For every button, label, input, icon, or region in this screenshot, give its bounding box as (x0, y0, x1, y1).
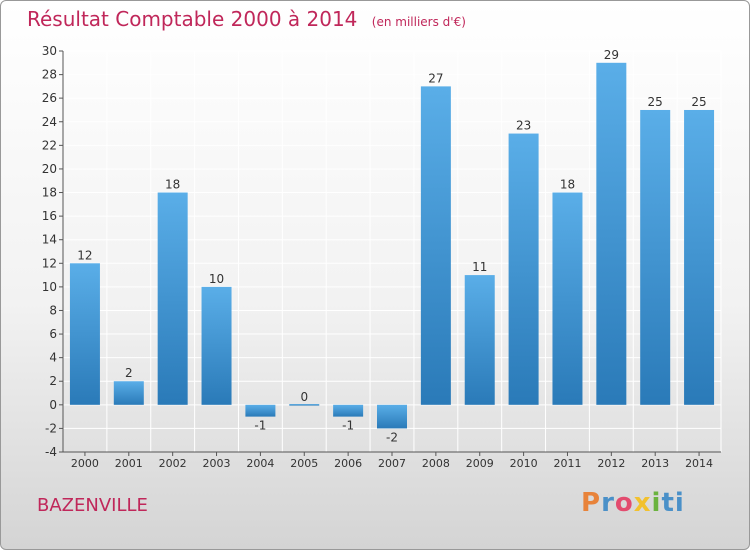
y-tick-label: -2 (45, 421, 57, 435)
bar-2011 (552, 192, 583, 405)
data-label: 27 (428, 71, 443, 85)
bars (69, 62, 715, 429)
bar-2009 (464, 275, 495, 405)
chart-title: Résultat Comptable 2000 à 2014 (en milli… (27, 7, 466, 31)
x-tick-label: 2006 (334, 457, 362, 470)
x-tick-label: 2004 (246, 457, 274, 470)
x-tick-label: 2007 (378, 457, 406, 470)
bar-2007 (377, 404, 407, 429)
y-tick-label: 16 (42, 209, 57, 223)
bar-2002 (157, 192, 188, 405)
y-tick-label: 12 (42, 256, 57, 270)
y-tick-label: 0 (49, 398, 57, 412)
x-tick-label: 2013 (641, 457, 669, 470)
data-label: 18 (560, 178, 575, 192)
y-tick-label: 20 (42, 162, 57, 176)
bar-2013 (640, 109, 671, 405)
y-tick-label: 6 (49, 327, 57, 341)
x-tick-label: 2014 (685, 457, 713, 470)
data-label: 11 (472, 260, 487, 274)
logo-letter: o (614, 488, 634, 518)
bar-2003 (201, 286, 232, 405)
data-label: -1 (254, 419, 266, 433)
unit-text: (en milliers d'€) (371, 15, 466, 29)
bar-2006 (333, 404, 364, 417)
x-tick-label: 2009 (466, 457, 494, 470)
logo-letter: i (651, 488, 662, 518)
bar-2008 (420, 86, 451, 405)
y-tick-label: 4 (49, 351, 57, 365)
x-tick-label: 2005 (290, 457, 318, 470)
data-label: -2 (386, 430, 398, 444)
y-tick-label: 28 (42, 68, 57, 82)
data-label: 29 (604, 48, 619, 62)
bar-2012 (596, 62, 627, 405)
data-label: 18 (165, 178, 180, 192)
data-label: 0 (300, 390, 308, 404)
bar-2014 (684, 109, 715, 405)
bar-2004 (245, 404, 276, 417)
y-tick-label: 10 (42, 280, 57, 294)
proxiti-logo: Proxiti (581, 488, 685, 518)
title-text: Résultat Comptable 2000 à 2014 (27, 7, 358, 31)
logo-letter: P (581, 488, 602, 518)
data-label: 25 (648, 95, 663, 109)
data-label: 23 (516, 119, 531, 133)
y-tick-label: 30 (42, 44, 57, 58)
y-tick-label: -4 (45, 445, 57, 459)
x-tick-label: 2008 (422, 457, 450, 470)
y-tick-label: 8 (49, 303, 57, 317)
logo-letter: x (633, 488, 652, 518)
y-tick-label: 18 (42, 186, 57, 200)
data-label: 2 (125, 366, 133, 380)
y-tick-label: 22 (42, 138, 57, 152)
data-labels: 12 2 18 10 -1 0 -1 -2 27 11 23 18 29 25 25 (77, 48, 706, 445)
bar-2000 (69, 263, 100, 405)
x-tick-label: 2000 (71, 457, 99, 470)
bar-2010 (508, 133, 539, 405)
x-tick-label: 2002 (159, 457, 187, 470)
data-label: -1 (342, 419, 354, 433)
logo-letter: r (601, 488, 615, 518)
bar-2001 (113, 381, 144, 405)
x-tick-label: 2001 (115, 457, 143, 470)
data-label: 25 (691, 95, 706, 109)
x-tick-label: 2010 (510, 457, 538, 470)
data-label: 12 (77, 248, 92, 262)
y-tick-label: 14 (42, 233, 57, 247)
y-tick-label: 24 (42, 115, 57, 129)
bar-2005 (289, 404, 320, 406)
logo-letter: ti (661, 488, 685, 518)
x-tick-label: 2011 (553, 457, 581, 470)
y-tick-label: 2 (49, 374, 57, 388)
y-tick-label: 26 (42, 91, 57, 105)
x-tick-label: 2012 (597, 457, 625, 470)
data-label: 10 (209, 272, 224, 286)
commune-name: BAZENVILLE (37, 495, 148, 516)
x-tick-label: 2003 (203, 457, 231, 470)
